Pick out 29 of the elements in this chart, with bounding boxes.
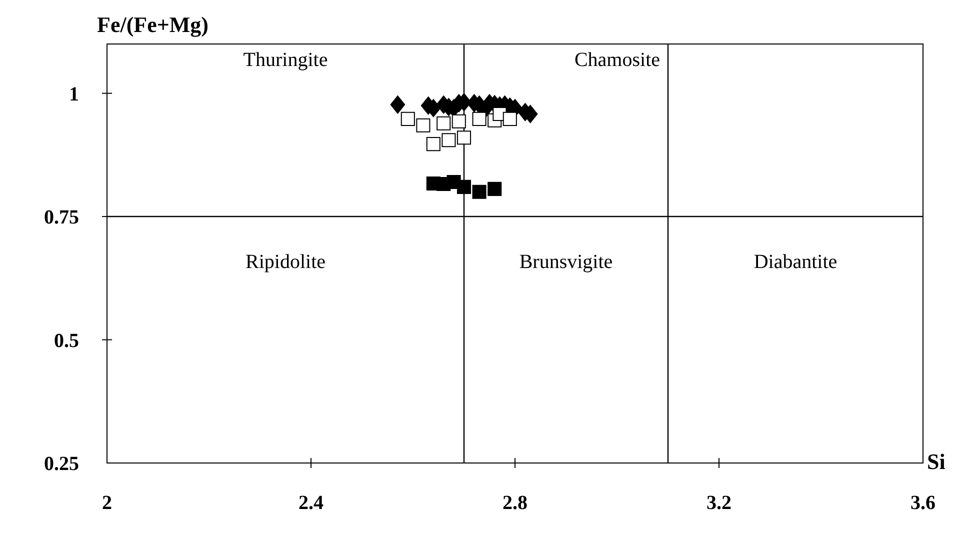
annotation: Brunsvigite [519, 250, 613, 273]
x-tick-label: 2 [102, 492, 112, 514]
x-tick-label: 2.8 [502, 492, 528, 514]
x-axis-title: Si [927, 449, 946, 474]
y-tick-label: 0.75 [44, 206, 79, 229]
point [442, 133, 456, 148]
x-tick-label: 3.2 [706, 492, 732, 514]
point [426, 137, 440, 152]
y-tick-label: 0.5 [54, 330, 79, 352]
point [416, 118, 430, 132]
point [472, 112, 486, 126]
x-tick-label: 3.6 [910, 492, 936, 514]
annotation: Thuringite [243, 48, 328, 71]
point [400, 112, 415, 126]
point [456, 130, 472, 145]
y-tick-label: 1 [69, 83, 79, 106]
annotation: Diabantite [754, 250, 838, 273]
point [488, 182, 502, 196]
x-tick-label: 2.4 [298, 492, 324, 514]
point [472, 184, 486, 199]
y-axis-title: Fe/(Fe+Mg) [97, 12, 208, 37]
annotation: Chamosite [574, 48, 660, 71]
point [502, 112, 517, 126]
point [452, 114, 466, 128]
point [436, 116, 451, 130]
y-tick-label: 0.25 [44, 453, 79, 475]
point [456, 180, 472, 194]
point [390, 96, 406, 114]
annotation: Ripidolite [246, 250, 326, 273]
